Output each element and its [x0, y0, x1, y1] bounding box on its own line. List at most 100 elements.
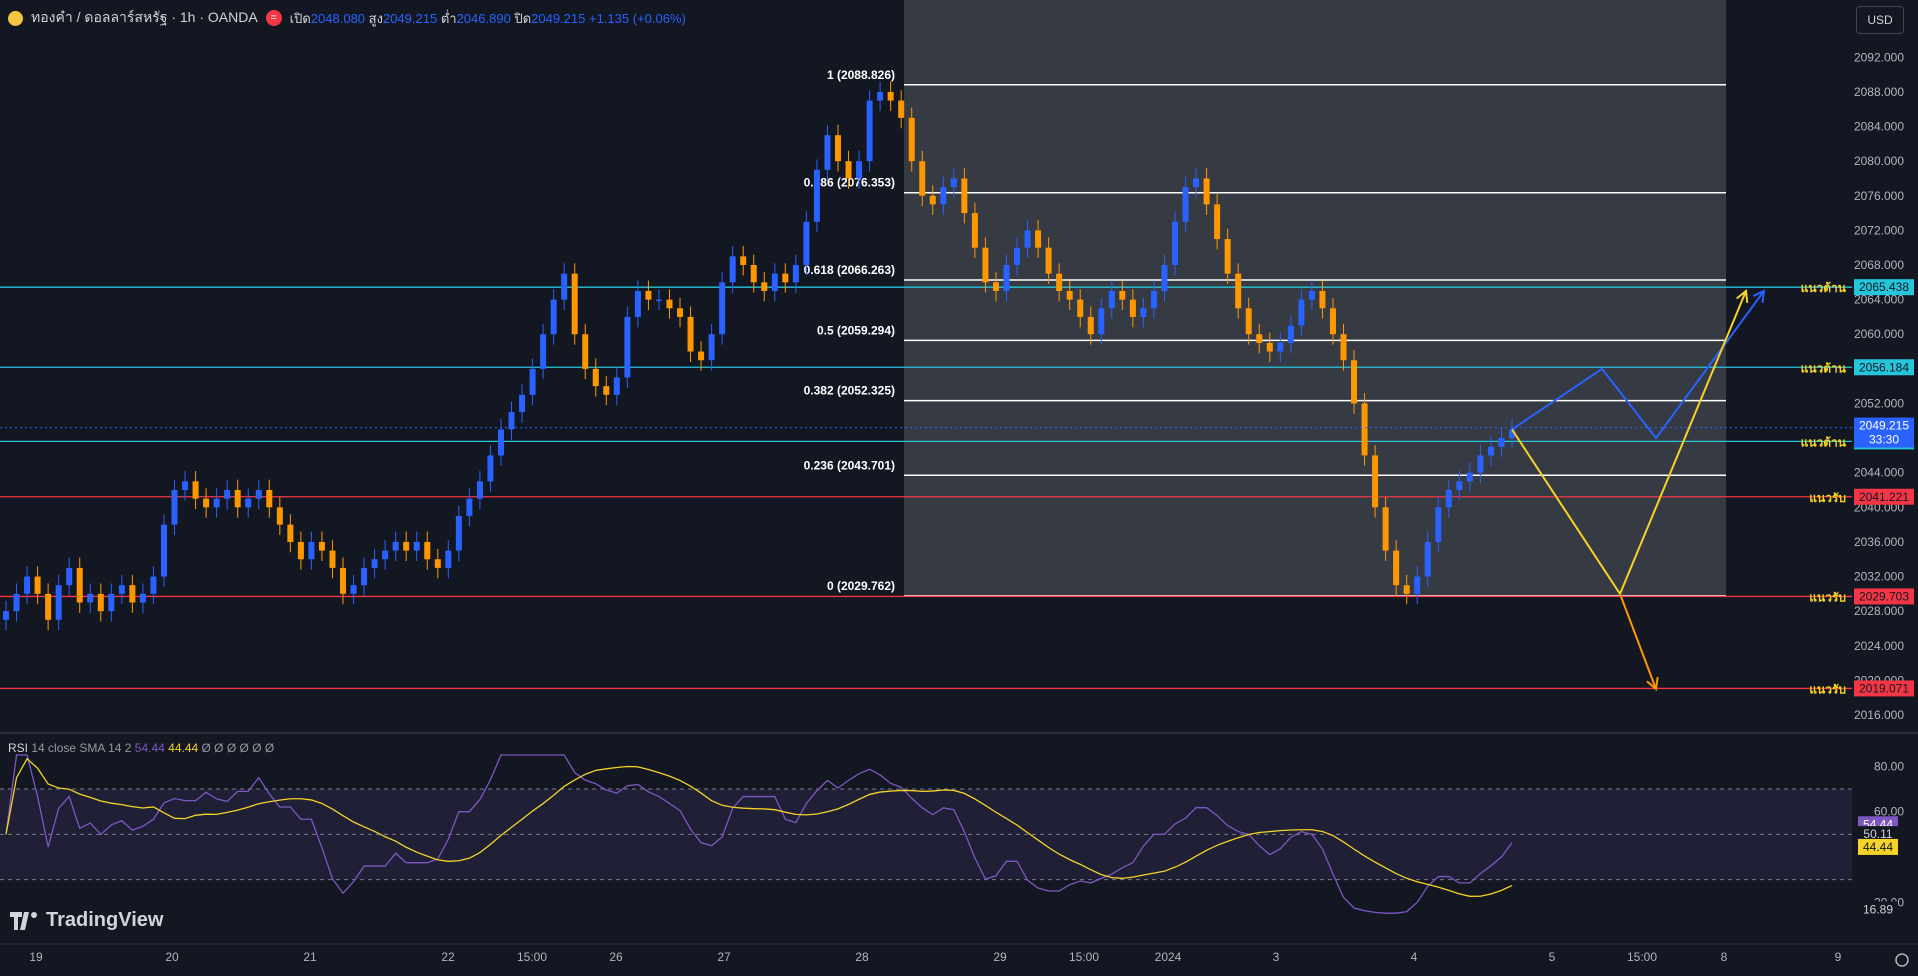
candle-body [729, 256, 736, 283]
sr-label: แนวรับ [1809, 491, 1846, 505]
y-tick-label: 2088.000 [1854, 85, 1904, 99]
sr-label: แนวต้าน [1801, 435, 1847, 449]
candle-body [108, 593, 115, 612]
candle-body [919, 161, 926, 196]
candle-body [129, 585, 136, 603]
x-tick-label: 15:00 [1069, 950, 1099, 964]
currency-selector[interactable]: USD [1856, 6, 1904, 34]
candle-body [66, 567, 73, 586]
candle-body [276, 507, 283, 525]
y-tick-label: 2016.000 [1854, 708, 1904, 722]
candle-body [519, 394, 526, 413]
y-tick-label: 2024.000 [1854, 639, 1904, 653]
candle-body [3, 611, 9, 620]
candle-body [1235, 273, 1242, 309]
candle-body [877, 91, 884, 101]
rsi-legend[interactable]: RSI 14 close SMA 14 2 54.44 44.44 Ø Ø Ø … [8, 741, 275, 755]
candle-body [1372, 455, 1379, 508]
candle-body [1435, 507, 1442, 542]
candle-body [213, 498, 220, 508]
candle-body [97, 593, 104, 612]
candle-body [824, 135, 831, 170]
settings-gear-icon[interactable] [1895, 953, 1909, 967]
candle-body [1256, 334, 1263, 343]
x-tick-label: 27 [717, 950, 731, 964]
sr-price-tag [1854, 488, 1914, 505]
candle-body [1045, 247, 1052, 274]
sr-price-tag [1854, 588, 1914, 605]
candle-body [1403, 585, 1410, 594]
fib-label: 0.5 (2059.294) [817, 323, 895, 337]
fib-label: 0.786 (2076.353) [804, 176, 895, 190]
candle-body [1424, 541, 1431, 577]
candle-body [329, 550, 336, 568]
sr-price-value: 2065.438 [1859, 280, 1909, 294]
candle-body [160, 524, 167, 577]
tradingview-icon [10, 911, 37, 930]
candle-body [645, 290, 652, 300]
candle-body [45, 593, 52, 620]
candle-body [1150, 290, 1157, 309]
candle-body [1445, 490, 1452, 508]
candle-body [1414, 576, 1421, 594]
x-tick-label: 26 [609, 950, 623, 964]
sr-price-tag [1854, 680, 1914, 697]
candle-body [434, 559, 441, 568]
candle-body [1477, 455, 1484, 473]
candle-body [350, 585, 357, 594]
candle-body [856, 161, 863, 179]
candle-body [782, 273, 789, 283]
candle-body [371, 559, 378, 568]
x-tick-label: 2024 [1155, 950, 1182, 964]
rsi-value-text: 16.89 [1863, 902, 1893, 916]
x-tick-label: 22 [441, 950, 455, 964]
symbol-title[interactable]: ทองคำ / ดอลลาร์สหรัฐ · 1h · OANDA [31, 9, 258, 25]
candle-body [1119, 290, 1126, 300]
sr-label: แนวต้าน [1801, 361, 1847, 375]
x-tick-label: 19 [29, 950, 43, 964]
candle-body [655, 299, 662, 302]
candle-body [297, 541, 304, 560]
candle-body [813, 169, 820, 222]
candle-body [677, 308, 684, 317]
candle-body [361, 567, 368, 586]
candle-body [1361, 403, 1368, 456]
candle-body [592, 368, 599, 387]
candle-body [1193, 178, 1200, 188]
candle-body [771, 273, 778, 291]
x-tick-label: 21 [303, 950, 317, 964]
candle-body [834, 135, 841, 162]
candle-body [382, 550, 389, 560]
market-status-icon[interactable]: = [265, 10, 282, 26]
x-tick-label: 15:00 [1627, 950, 1657, 964]
sr-price-tag [1854, 279, 1914, 296]
rsi-value-tag [1858, 838, 1898, 855]
candle-body [476, 481, 483, 499]
candle-body [571, 273, 578, 335]
candle-body [1393, 550, 1400, 586]
rsi-band [0, 789, 1852, 880]
candle-body [982, 247, 989, 283]
candle-body [1340, 334, 1347, 361]
candle-body [1140, 308, 1147, 317]
rsi-tick-label: 80.00 [1874, 759, 1904, 773]
candle-body [392, 541, 399, 551]
candle-body [1003, 265, 1010, 291]
candle-body [961, 178, 968, 214]
candle-body [929, 195, 936, 205]
rsi-value-tag [1858, 826, 1898, 843]
candle-body [1056, 273, 1063, 291]
y-tick-label: 2028.000 [1854, 604, 1904, 618]
y-tick-label: 2080.000 [1854, 154, 1904, 168]
sr-price-value: 2019.071 [1859, 681, 1909, 695]
candle-body [76, 567, 83, 603]
candle-body [1298, 299, 1305, 326]
candle-body [55, 585, 62, 620]
projection-orange [1619, 593, 1657, 690]
candle-body [255, 490, 262, 499]
projection-blue-arrowhead [1752, 289, 1766, 303]
sr-price-tag [1854, 359, 1914, 376]
candle-body [887, 91, 894, 101]
tradingview-logo: TradingView [10, 909, 163, 932]
